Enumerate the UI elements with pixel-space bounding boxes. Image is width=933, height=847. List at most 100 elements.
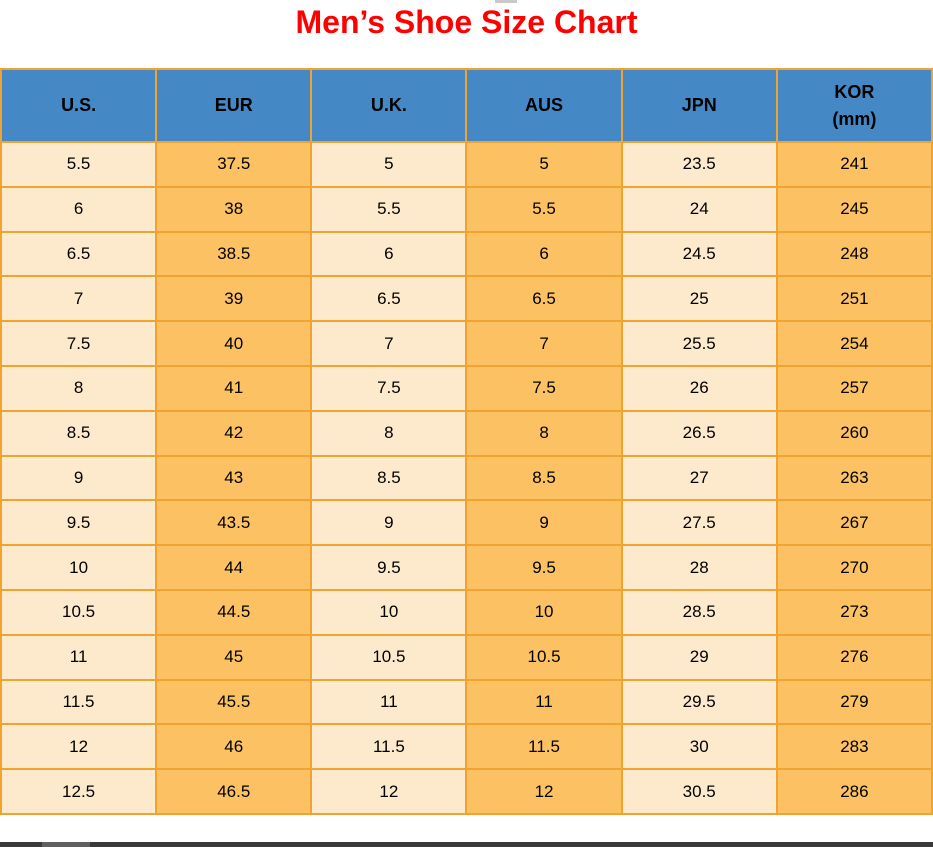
table-cell: 27 <box>620 454 778 502</box>
column-header-label: AUS <box>525 95 564 115</box>
table-cell: 42 <box>155 409 313 457</box>
table-cell: 26 <box>620 364 778 412</box>
header-row: U.S. EUR U.K. AUS JPN KOR (mm) <box>0 68 933 143</box>
table-cell: 44 <box>155 544 313 591</box>
table-cell: 286 <box>775 768 933 815</box>
column-header-eur: EUR <box>155 68 313 143</box>
table-cell: 10 <box>0 544 158 591</box>
table-body: 5.5 37.5 5 5 23.5 241 6 38 5.5 5.5 24 245 6.5 38.5 6 6 2… <box>0 141 933 815</box>
table-cell: 248 <box>775 230 933 278</box>
table-cell: 12 <box>310 768 468 815</box>
table-cell: 257 <box>775 364 933 412</box>
table-cell: 251 <box>775 275 933 323</box>
table-cell: 37.5 <box>155 141 313 188</box>
table-cell: 6 <box>465 230 623 278</box>
table-cell: 39 <box>155 275 313 323</box>
table-cell: 29 <box>620 633 778 681</box>
table-cell: 283 <box>775 723 933 771</box>
table-cell: 9.5 <box>465 544 623 591</box>
table-cell: 23.5 <box>620 141 778 188</box>
table-cell: 5 <box>465 141 623 188</box>
table-cell: 9 <box>465 499 623 547</box>
table-cell: 38.5 <box>155 230 313 278</box>
table-cell: 7.5 <box>0 320 158 367</box>
table-cell: 5 <box>310 141 468 188</box>
table-cell: 9.5 <box>0 499 158 547</box>
table-cell: 6.5 <box>310 275 468 323</box>
table-cell: 45.5 <box>155 678 313 726</box>
table-cell: 8 <box>310 409 468 457</box>
table-cell: 267 <box>775 499 933 547</box>
table-row: 6 38 5.5 5.5 24 245 <box>0 185 933 233</box>
table-cell: 8.5 <box>0 409 158 457</box>
table-cell: 38 <box>155 185 313 233</box>
table-cell: 254 <box>775 320 933 367</box>
table-cell: 11 <box>465 678 623 726</box>
horizontal-scrollbar-track[interactable] <box>0 842 933 847</box>
table-cell: 43 <box>155 454 313 502</box>
column-header-label: KOR <box>834 81 875 102</box>
column-header-label: EUR <box>214 95 253 115</box>
table-cell: 245 <box>775 185 933 233</box>
column-header-label: (mm) <box>832 108 877 129</box>
table-cell: 7 <box>0 275 158 323</box>
column-header-label: JPN <box>681 95 717 115</box>
table-cell: 8.5 <box>310 454 468 502</box>
table-cell: 11.5 <box>0 678 158 726</box>
table-row: 9 43 8.5 8.5 27 263 <box>0 454 933 502</box>
table-cell: 6 <box>310 230 468 278</box>
table-row: 10 44 9.5 9.5 28 270 <box>0 544 933 591</box>
page-title: Men’s Shoe Size Chart <box>295 4 638 40</box>
table-cell: 29.5 <box>620 678 778 726</box>
table-cell: 5.5 <box>0 141 158 188</box>
table-cell: 6.5 <box>0 230 158 278</box>
table-cell: 12 <box>465 768 623 815</box>
table-cell: 10.5 <box>465 633 623 681</box>
table-cell: 10.5 <box>310 633 468 681</box>
table-cell: 5.5 <box>310 185 468 233</box>
table-cell: 28.5 <box>620 588 778 636</box>
table-row: 7.5 40 7 7 25.5 254 <box>0 320 933 367</box>
table-row: 6.5 38.5 6 6 24.5 248 <box>0 230 933 278</box>
table-cell: 7 <box>310 320 468 367</box>
table-cell: 40 <box>155 320 313 367</box>
column-header-label: U.S. <box>61 95 97 115</box>
table-cell: 30 <box>620 723 778 771</box>
table-cell: 24.5 <box>620 230 778 278</box>
table-cell: 46.5 <box>155 768 313 815</box>
table-cell: 11 <box>310 678 468 726</box>
table-cell: 10 <box>310 588 468 636</box>
table-cell: 30.5 <box>620 768 778 815</box>
table-cell: 26.5 <box>620 409 778 457</box>
table-row: 9.5 43.5 9 9 27.5 267 <box>0 499 933 547</box>
table-cell: 276 <box>775 633 933 681</box>
table-cell: 10.5 <box>0 588 158 636</box>
table-cell: 270 <box>775 544 933 591</box>
table-cell: 45 <box>155 633 313 681</box>
table-cell: 241 <box>775 141 933 188</box>
table-cell: 8 <box>465 409 623 457</box>
table-cell: 8 <box>0 364 158 412</box>
column-header-aus: AUS <box>465 68 623 143</box>
table-cell: 7.5 <box>310 364 468 412</box>
table-cell: 279 <box>775 678 933 726</box>
table-cell: 9 <box>310 499 468 547</box>
table-row: 8.5 42 8 8 26.5 260 <box>0 409 933 457</box>
table-header: U.S. EUR U.K. AUS JPN KOR (mm) <box>0 68 933 143</box>
table-cell: 25 <box>620 275 778 323</box>
table-cell: 6 <box>0 185 158 233</box>
table-cell: 12.5 <box>0 768 158 815</box>
table-cell: 6.5 <box>465 275 623 323</box>
table-cell: 28 <box>620 544 778 591</box>
horizontal-scrollbar-thumb[interactable] <box>42 842 90 847</box>
table-row: 12 46 11.5 11.5 30 283 <box>0 723 933 771</box>
table-cell: 11.5 <box>310 723 468 771</box>
column-header-kor-mm: KOR (mm) <box>775 68 933 143</box>
table-cell: 9 <box>0 454 158 502</box>
table-cell: 273 <box>775 588 933 636</box>
table-cell: 46 <box>155 723 313 771</box>
column-header-u-k: U.K. <box>310 68 468 143</box>
table-cell: 11 <box>0 633 158 681</box>
cropped-ui-artifact <box>495 0 517 3</box>
table-cell: 27.5 <box>620 499 778 547</box>
